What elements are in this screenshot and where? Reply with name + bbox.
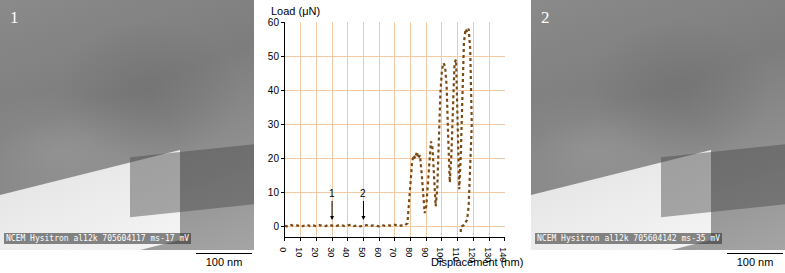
html-text:2: 2	[541, 8, 550, 27]
svg-text:60: 60	[268, 17, 280, 28]
svg-text:10: 10	[268, 187, 280, 198]
html-text:NCEM Hysitron al12k 705604142: NCEM Hysitron al12k 705604142 ms-35 mV	[537, 234, 720, 243]
svg-text:2: 2	[360, 188, 366, 199]
svg-text:30: 30	[268, 119, 280, 130]
html-text:1: 1	[10, 8, 19, 27]
svg-text:0: 0	[278, 247, 288, 252]
svg-text:50: 50	[268, 51, 280, 62]
svg-text:40: 40	[268, 85, 280, 96]
svg-text:50: 50	[357, 247, 367, 257]
html-text:100 nm: 100 nm	[205, 256, 243, 268]
svg-text:Displacement (nm): Displacement (nm)	[431, 256, 523, 268]
svg-text:0: 0	[273, 221, 279, 232]
svg-text:1: 1	[329, 188, 335, 199]
svg-text:120: 120	[467, 247, 477, 262]
svg-text:140: 140	[498, 247, 508, 262]
html-text:100 nm: 100 nm	[736, 256, 774, 268]
svg-text:Load (μN): Load (μN)	[271, 5, 320, 17]
svg-text:30: 30	[326, 247, 336, 257]
svg-text:110: 110	[451, 247, 461, 261]
svg-text:70: 70	[388, 247, 398, 257]
svg-text:40: 40	[341, 247, 351, 257]
svg-text:80: 80	[404, 247, 414, 257]
svg-text:20: 20	[310, 247, 320, 257]
svg-text:60: 60	[373, 247, 383, 257]
svg-text:90: 90	[420, 247, 430, 257]
svg-text:20: 20	[268, 153, 280, 164]
svg-text:100: 100	[435, 247, 445, 262]
html-text:NCEM Hysitron al12k 705604117: NCEM Hysitron al12k 705604117 ms-17 mV	[6, 234, 189, 243]
svg-text:10: 10	[294, 247, 304, 257]
svg-text:130: 130	[483, 247, 493, 262]
